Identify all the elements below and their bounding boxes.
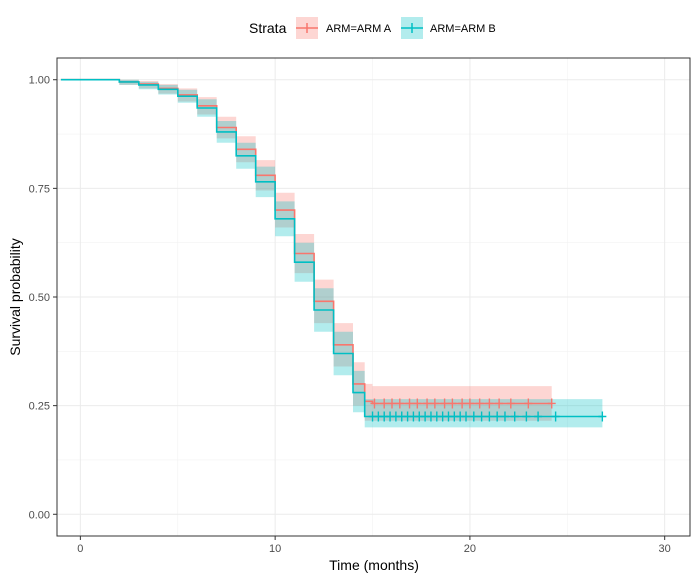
survival-curves bbox=[60, 78, 603, 418]
censor-mark-arm-b bbox=[534, 411, 543, 422]
censor-mark-arm-a bbox=[547, 398, 556, 409]
censor-mark-arm-a bbox=[370, 398, 379, 409]
censor-mark-arm-b bbox=[510, 411, 519, 422]
censor-mark-arm-a bbox=[485, 398, 494, 409]
censor-mark-arm-a bbox=[395, 398, 404, 409]
censor-mark-arm-a bbox=[465, 398, 474, 409]
legend-key-arm-a bbox=[296, 17, 318, 39]
censor-mark-arm-b bbox=[485, 411, 494, 422]
censor-mark-arm-a bbox=[495, 398, 504, 409]
legend-label-arm-b: ARM=ARM B bbox=[430, 23, 496, 35]
y-axis-title: Survival probability bbox=[7, 238, 23, 356]
censor-mark-arm-a bbox=[423, 398, 432, 409]
y-tick-label: 0.50 bbox=[29, 292, 50, 304]
censor-mark-arm-b bbox=[598, 411, 607, 422]
legend-label-arm-a: ARM=ARM A bbox=[326, 23, 392, 35]
x-tick-label: 0 bbox=[77, 543, 83, 555]
censor-mark-arm-b bbox=[522, 411, 531, 422]
axis-ticks: 0 10 20 30 0.00 0.25 0.50 0.75 1.00 bbox=[29, 75, 671, 555]
censor-mark-arm-b bbox=[493, 411, 502, 422]
censor-mark-arm-a bbox=[388, 398, 397, 409]
grid bbox=[57, 58, 690, 536]
censor-mark-arm-a bbox=[524, 398, 533, 409]
censor-mark-arm-a bbox=[440, 398, 449, 409]
censor-mark-arm-a bbox=[458, 398, 467, 409]
y-tick-label: 0.00 bbox=[29, 509, 50, 521]
legend: Strata ARM=ARM A ARM=ARM B bbox=[249, 17, 496, 39]
censor-mark-arm-a bbox=[413, 398, 422, 409]
x-tick-label: 20 bbox=[464, 543, 476, 555]
confidence-band-arm-a bbox=[60, 79, 552, 421]
censor-mark-arm-b bbox=[469, 411, 478, 422]
censor-mark-arm-b bbox=[477, 411, 486, 422]
confidence-bands bbox=[60, 79, 603, 428]
y-tick-label: 0.75 bbox=[29, 183, 50, 195]
legend-key-arm-b bbox=[401, 17, 423, 39]
survival-line-arm-b bbox=[60, 78, 603, 418]
censor-mark-arm-a bbox=[506, 398, 515, 409]
legend-title: Strata bbox=[249, 20, 287, 36]
x-axis-title: Time (months) bbox=[329, 557, 419, 573]
y-tick-label: 1.00 bbox=[29, 75, 50, 87]
censor-mark-arm-a bbox=[405, 398, 414, 409]
x-tick-label: 10 bbox=[269, 543, 281, 555]
censor-mark-arm-b bbox=[462, 411, 471, 422]
censor-mark-arm-a bbox=[380, 398, 389, 409]
censor-marks bbox=[368, 398, 607, 422]
censor-mark-arm-b bbox=[500, 411, 509, 422]
censor-mark-arm-a bbox=[475, 398, 484, 409]
y-tick-label: 0.25 bbox=[29, 401, 50, 413]
censor-mark-arm-a bbox=[430, 398, 439, 409]
x-tick-label: 30 bbox=[659, 543, 671, 555]
censor-mark-arm-a bbox=[448, 398, 457, 409]
censor-mark-arm-b bbox=[551, 411, 560, 422]
